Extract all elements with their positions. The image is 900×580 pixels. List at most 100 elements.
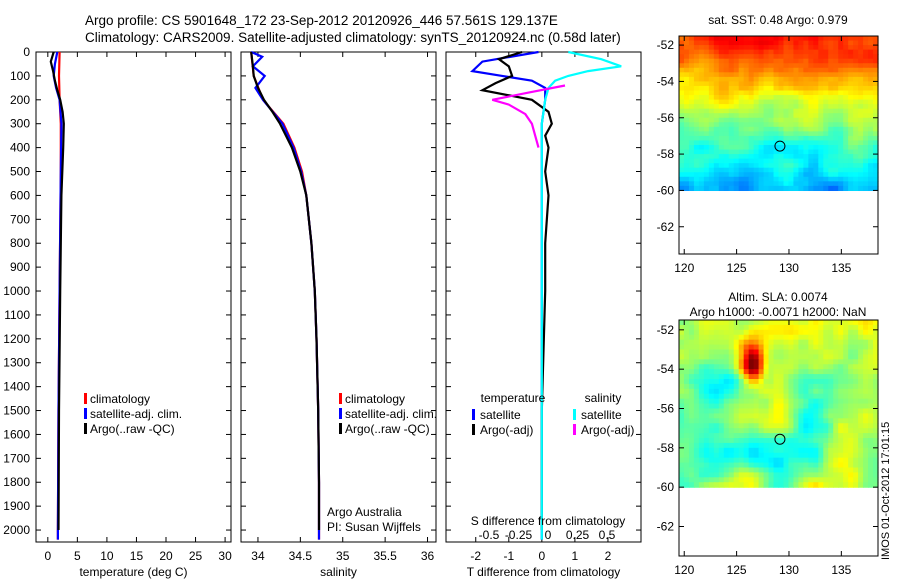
map-cell [813, 452, 819, 459]
map-cell [823, 423, 829, 429]
map-cell [803, 104, 809, 110]
map-cell [833, 108, 839, 114]
map-cell [753, 49, 760, 55]
map-cell [738, 176, 745, 182]
map-cell [823, 354, 829, 360]
map-cell [693, 54, 700, 60]
map-y-tick-label: -58 [657, 441, 675, 455]
map-cell [748, 383, 755, 390]
map-cell [743, 339, 750, 346]
map-cell [763, 408, 770, 415]
map-cell [858, 145, 864, 151]
map-cell [763, 344, 770, 351]
map-cell [768, 176, 775, 182]
map-cell [708, 90, 715, 96]
map-cell [783, 176, 790, 182]
map-cell [688, 117, 695, 123]
map-cell [748, 467, 755, 474]
map-cell [773, 472, 780, 478]
map-cell [728, 122, 735, 128]
map-cell [758, 433, 765, 439]
map-cell [858, 374, 864, 380]
map-cell [788, 163, 795, 169]
map-cell [808, 374, 814, 380]
map-cell [798, 329, 804, 336]
map-cell [823, 379, 829, 385]
map-cell [793, 388, 799, 395]
map-cell [679, 477, 685, 483]
map-cell [763, 442, 770, 449]
map-cell [763, 364, 770, 370]
map-cell [833, 76, 839, 83]
map-cell [703, 334, 710, 341]
map-cell [823, 40, 829, 46]
map-cell [713, 95, 720, 101]
map-cell [693, 135, 700, 142]
map-cell [863, 374, 869, 380]
map-cell [743, 423, 750, 429]
map-cell [808, 40, 814, 46]
map-cell [713, 482, 720, 488]
map-cell [683, 349, 690, 356]
map-cell [848, 369, 854, 375]
map-cell [743, 334, 750, 341]
map-cell [698, 58, 705, 64]
map-cell [833, 472, 839, 478]
map-cell [718, 457, 725, 464]
map-cell [763, 76, 770, 83]
map-cell [873, 339, 879, 346]
map-cell [693, 442, 700, 449]
map-cell [728, 104, 735, 110]
map-cell [793, 413, 799, 419]
map-cell [748, 403, 755, 410]
map-cell [763, 393, 770, 400]
map-cell [688, 149, 695, 155]
map-cell [713, 354, 720, 360]
map-cell [818, 104, 824, 110]
map-cell [818, 477, 824, 483]
map-cell [793, 145, 799, 151]
map-cell [713, 145, 720, 151]
map-cell [683, 185, 690, 192]
map-cell [708, 163, 715, 169]
map-cell [728, 359, 735, 365]
map-cell [758, 85, 765, 92]
map-cell [758, 40, 765, 46]
map-cell [798, 54, 804, 60]
map-cell [833, 324, 839, 331]
map-cell [848, 379, 854, 385]
map-cell [858, 104, 864, 110]
map-cell [798, 90, 804, 96]
map-cell [758, 383, 765, 390]
map-cell [873, 457, 879, 464]
map-cell [679, 359, 685, 365]
map-cell [718, 149, 725, 155]
map-cell [783, 393, 790, 400]
map-cell [813, 388, 819, 395]
map-cell [818, 145, 824, 151]
map-cell [773, 418, 780, 424]
map-cell [808, 324, 814, 331]
map-cell [788, 383, 795, 390]
map-cell [868, 72, 874, 78]
map-cell [738, 383, 745, 390]
map-cell [778, 81, 785, 87]
map-cell [808, 154, 814, 160]
map-cell [773, 359, 780, 365]
map-cell [753, 185, 760, 192]
map-cell [848, 329, 854, 336]
map-cell [853, 482, 859, 488]
map-cell [863, 36, 869, 42]
map-cell [783, 163, 790, 169]
map-cell [843, 54, 849, 60]
map-cell [813, 99, 819, 105]
map-cell [758, 438, 765, 444]
map-cell [848, 122, 854, 128]
map-cell [783, 334, 790, 341]
map-cell [868, 67, 874, 73]
map-y-tick-label: -52 [657, 323, 675, 337]
map-cell [863, 462, 869, 469]
map-cell [798, 457, 804, 464]
map-cell [738, 393, 745, 400]
map-cell [783, 428, 790, 434]
